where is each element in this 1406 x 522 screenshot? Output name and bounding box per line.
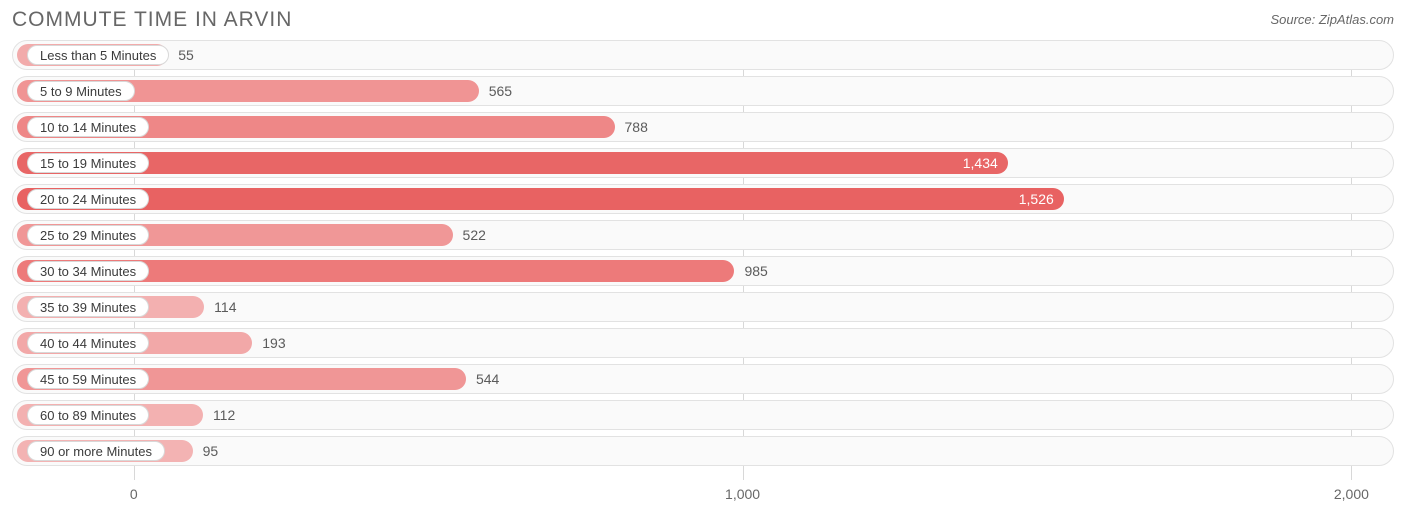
x-tick-label: 2,000: [1334, 486, 1369, 502]
bar-row: 35 to 39 Minutes 114: [12, 292, 1394, 322]
bar-row: 40 to 44 Minutes 193: [12, 328, 1394, 358]
chart-source: Source: ZipAtlas.com: [1270, 8, 1394, 27]
value-label: 55: [178, 41, 194, 69]
category-label: 90 or more Minutes: [27, 441, 165, 461]
category-label: 20 to 24 Minutes: [27, 189, 149, 209]
value-label: 522: [463, 221, 486, 249]
x-axis: 0 1,000 2,000: [12, 480, 1394, 510]
category-label: 45 to 59 Minutes: [27, 369, 149, 389]
value-label: 193: [262, 329, 285, 357]
bar: [17, 152, 1008, 174]
value-label: 565: [489, 77, 512, 105]
category-label: 25 to 29 Minutes: [27, 225, 149, 245]
bar-row: 90 or more Minutes 95: [12, 436, 1394, 466]
category-label: Less than 5 Minutes: [27, 45, 169, 65]
bar-row: 25 to 29 Minutes 522: [12, 220, 1394, 250]
chart-header: COMMUTE TIME IN ARVIN Source: ZipAtlas.c…: [12, 8, 1394, 38]
category-label: 35 to 39 Minutes: [27, 297, 149, 317]
plot-area: Less than 5 Minutes 55 5 to 9 Minutes 565 10…: [12, 40, 1394, 480]
value-label: 95: [203, 437, 219, 465]
x-tick-label: 1,000: [725, 486, 760, 502]
value-label: 114: [214, 293, 236, 321]
commute-time-chart: COMMUTE TIME IN ARVIN Source: ZipAtlas.c…: [0, 0, 1406, 522]
bar-row: 15 to 19 Minutes 1,434: [12, 148, 1394, 178]
bar: [17, 188, 1064, 210]
value-label: 112: [213, 401, 235, 429]
bar-row: 5 to 9 Minutes 565: [12, 76, 1394, 106]
value-label: 1,434: [963, 149, 998, 177]
x-tick-label: 0: [130, 486, 138, 502]
category-label: 5 to 9 Minutes: [27, 81, 135, 101]
bar-row: 60 to 89 Minutes 112: [12, 400, 1394, 430]
category-label: 40 to 44 Minutes: [27, 333, 149, 353]
bar-row: 30 to 34 Minutes 985: [12, 256, 1394, 286]
bar-row: Less than 5 Minutes 55: [12, 40, 1394, 70]
bar-row: 10 to 14 Minutes 788: [12, 112, 1394, 142]
category-label: 30 to 34 Minutes: [27, 261, 149, 281]
chart-title: COMMUTE TIME IN ARVIN: [12, 8, 292, 32]
category-label: 10 to 14 Minutes: [27, 117, 149, 137]
category-label: 60 to 89 Minutes: [27, 405, 149, 425]
bar-row: 20 to 24 Minutes 1,526: [12, 184, 1394, 214]
value-label: 985: [744, 257, 767, 285]
category-label: 15 to 19 Minutes: [27, 153, 149, 173]
bar-row: 45 to 59 Minutes 544: [12, 364, 1394, 394]
value-label: 544: [476, 365, 499, 393]
value-label: 788: [625, 113, 648, 141]
value-label: 1,526: [1019, 185, 1054, 213]
